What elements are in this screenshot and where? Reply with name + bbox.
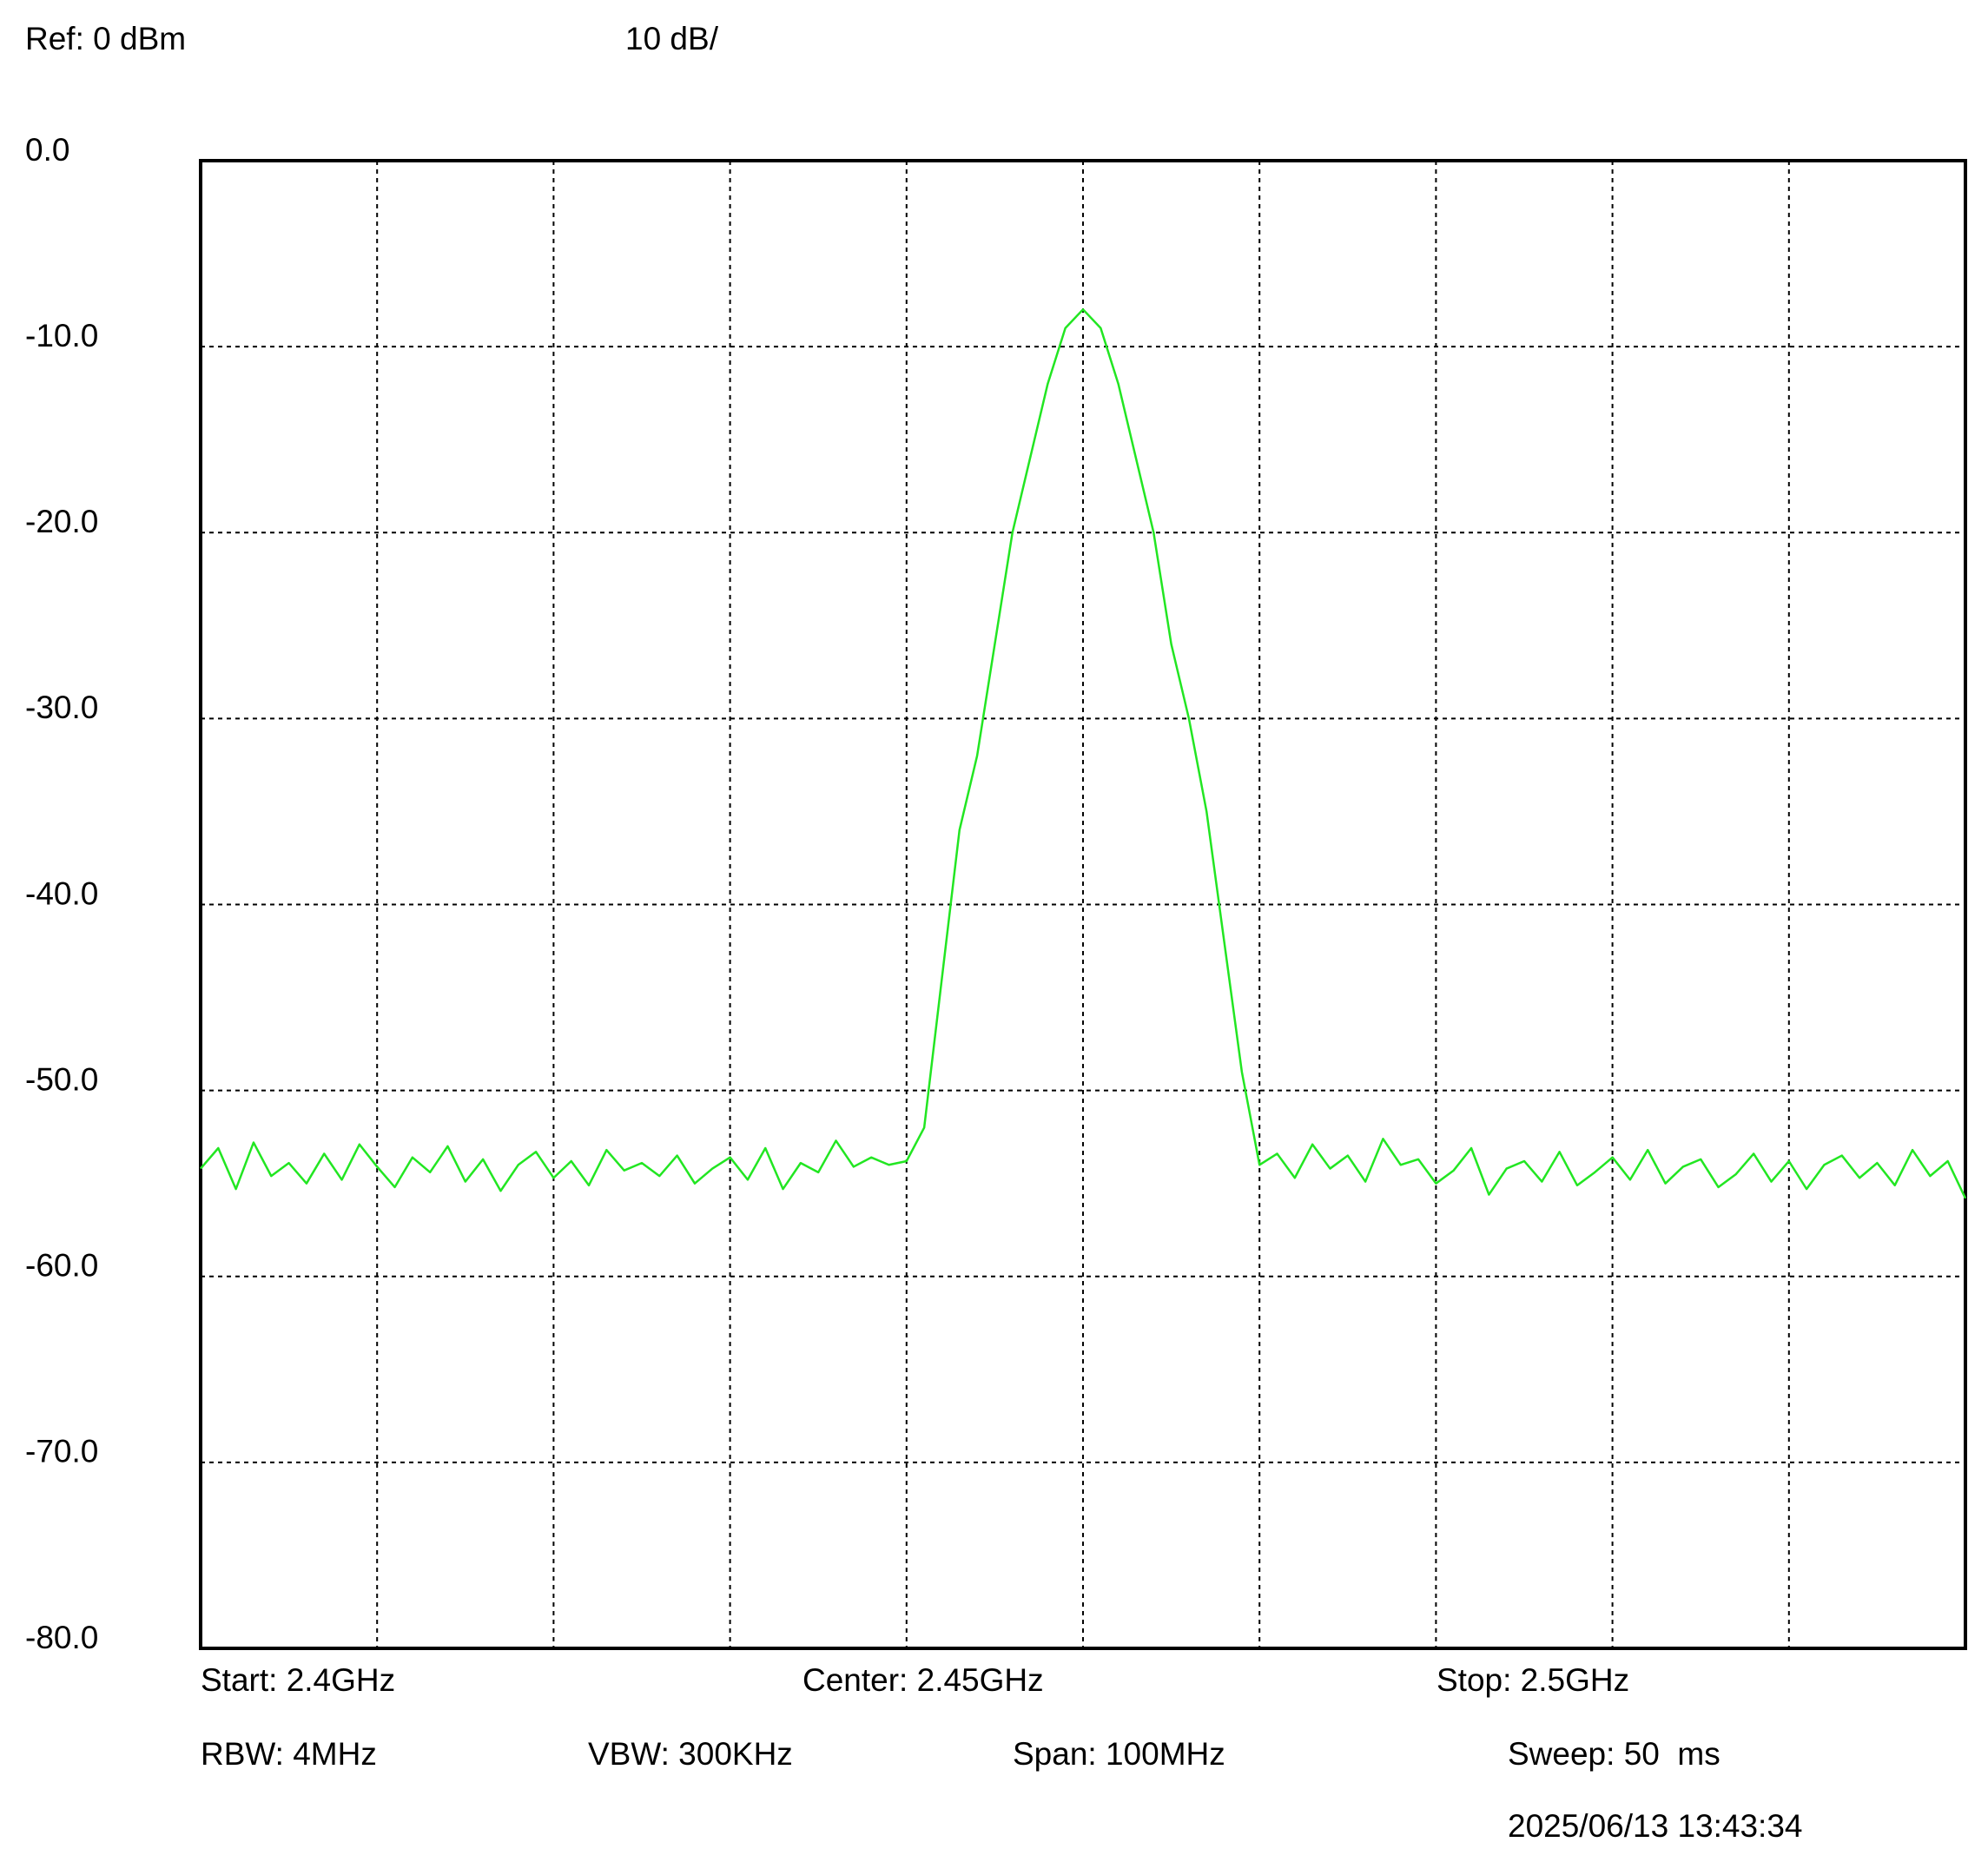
annotation: Stop: 2.5GHz	[1437, 1662, 1629, 1698]
annotation: Sweep: 50 ms	[1508, 1736, 1721, 1772]
spectrum-trace	[200, 308, 1967, 1199]
annotation: RBW: 4MHz	[201, 1736, 377, 1772]
y-tick-label: -40.0	[25, 875, 98, 911]
annotation: 2025/06/13 13:43:34	[1508, 1808, 1803, 1844]
y-tick-label: -20.0	[25, 504, 98, 539]
annotation: VBW: 300KHz	[588, 1736, 793, 1772]
y-tick-label: -50.0	[25, 1061, 98, 1097]
y-tick-label: -80.0	[25, 1620, 98, 1655]
y-tick-label: -60.0	[25, 1248, 98, 1284]
annotation: 10 dB/	[625, 21, 719, 56]
y-tick-label: -30.0	[25, 690, 98, 725]
y-tick-label: 0.0	[25, 132, 69, 168]
plot-frame	[199, 159, 1967, 1650]
annotation: Center: 2.45GHz	[802, 1662, 1044, 1698]
y-tick-label: -70.0	[25, 1434, 98, 1469]
y-tick-label: -10.0	[25, 318, 98, 353]
annotation: Span: 100MHz	[1013, 1736, 1225, 1772]
annotation: Ref: 0 dBm	[25, 21, 186, 56]
annotation: Start: 2.4GHz	[201, 1662, 395, 1698]
